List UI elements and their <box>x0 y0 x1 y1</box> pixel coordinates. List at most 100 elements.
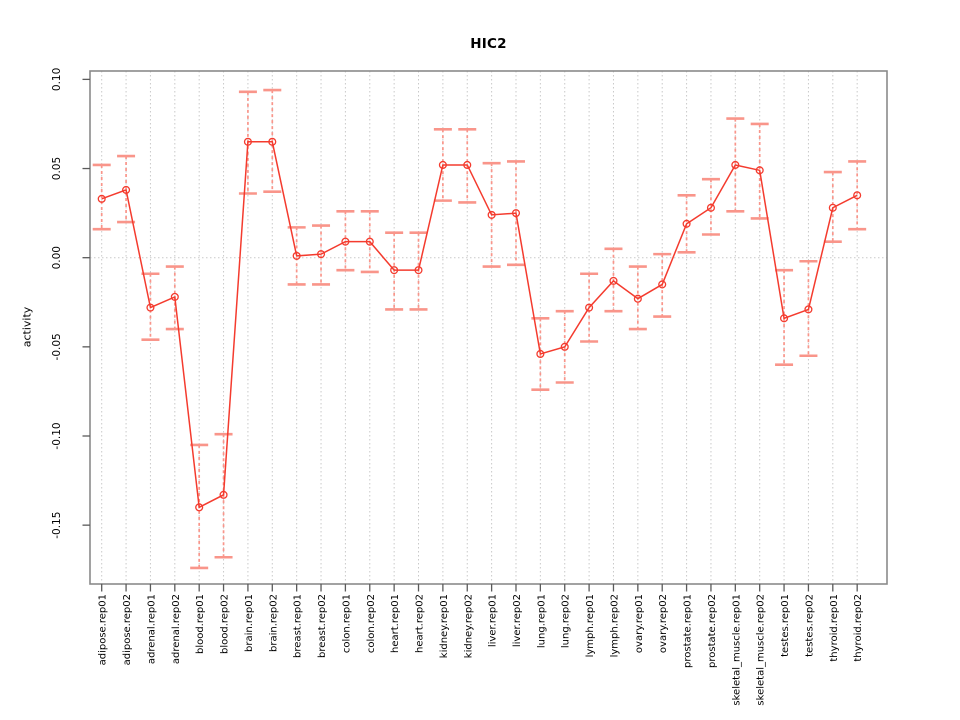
data-point <box>853 191 862 200</box>
data-point <box>780 314 789 323</box>
data-point <box>292 251 301 260</box>
x-tick-label: testes.rep02 <box>804 594 815 657</box>
data-point <box>341 237 350 246</box>
data-point <box>585 303 594 312</box>
data-point <box>609 276 618 285</box>
data-point <box>731 160 740 170</box>
gridlines <box>90 71 887 584</box>
y-axis: 0.10 0.05 0.00 -0.05 -0.10 -0.15 <box>51 68 90 539</box>
data-point <box>390 266 399 275</box>
data-point <box>706 203 715 212</box>
data-point <box>414 266 423 275</box>
x-tick-label: brain.rep01 <box>244 594 255 652</box>
error-bar <box>263 88 282 194</box>
error-bar <box>385 231 404 311</box>
x-tick-label: ovary.rep01 <box>634 594 645 653</box>
data-point <box>316 250 326 259</box>
y-tick-label: 0.00 <box>51 246 63 269</box>
x-tick-label: adrenal.rep01 <box>146 594 157 664</box>
x-tick-label: liver.rep01 <box>488 594 499 647</box>
error-bar <box>750 122 769 220</box>
data-point <box>243 137 252 146</box>
x-tick-label: blood.rep02 <box>220 594 231 654</box>
data-point <box>755 166 764 175</box>
y-tick-label: -0.15 <box>51 512 63 539</box>
data-point <box>536 349 545 359</box>
error-bar <box>433 128 452 202</box>
x-tick-label: skeletal_muscle.rep01 <box>731 594 742 706</box>
series-line <box>101 141 858 509</box>
x-tick-label: blood.rep01 <box>195 594 206 654</box>
error-bar <box>117 154 136 224</box>
chart-title: HIC2 <box>470 36 507 52</box>
plot-border <box>89 70 888 585</box>
data-point <box>463 160 472 170</box>
x-tick-label: prostate.rep02 <box>707 594 718 668</box>
x-tick-label: adipose.rep01 <box>98 594 109 665</box>
data-points <box>97 137 862 512</box>
data-point <box>146 303 155 312</box>
data-point <box>804 305 813 314</box>
x-tick-label: adipose.rep02 <box>122 594 133 665</box>
error-bar <box>409 231 428 311</box>
y-tick-label: 0.05 <box>51 157 63 180</box>
error-bar <box>506 160 525 267</box>
y-tick-label: -0.10 <box>51 422 63 449</box>
x-tick-label: brain.rep02 <box>268 594 279 652</box>
x-axis: adipose.rep01 adipose.rep02 adrenal.rep01 a… <box>98 584 864 706</box>
x-tick-label: thyroid.rep01 <box>829 594 840 662</box>
x-tick-label: colon.rep02 <box>366 594 377 653</box>
data-point <box>195 503 204 512</box>
error-bar <box>92 163 111 231</box>
data-point <box>511 209 521 218</box>
x-tick-label: breast.rep02 <box>317 594 328 658</box>
data-point <box>122 185 131 194</box>
data-point <box>560 342 569 351</box>
error-bar <box>312 224 331 286</box>
x-tick-label: testes.rep01 <box>780 594 791 657</box>
data-point <box>658 280 667 289</box>
data-point <box>365 237 374 246</box>
error-bar <box>848 160 867 231</box>
data-point <box>487 210 496 219</box>
error-bar <box>701 177 720 236</box>
error-bar <box>677 193 696 254</box>
data-point <box>438 160 447 170</box>
data-point <box>682 219 691 228</box>
error-bar <box>653 252 672 318</box>
x-tick-label: lung.rep01 <box>536 594 547 648</box>
y-tick-label: 0.10 <box>51 68 63 91</box>
x-tick-label: kidney.rep02 <box>463 594 474 658</box>
x-tick-label: ovary.rep02 <box>658 594 669 653</box>
x-tick-label: prostate.rep01 <box>683 594 694 668</box>
x-tick-label: kidney.rep01 <box>439 594 450 658</box>
x-tick-label: breast.rep01 <box>293 594 304 658</box>
error-bar <box>482 161 501 268</box>
x-tick-label: colon.rep01 <box>341 594 352 653</box>
data-point <box>97 194 106 203</box>
error-bar <box>555 309 574 384</box>
x-tick-label: lung.rep02 <box>561 594 572 648</box>
error-bar <box>726 117 745 213</box>
error-bar <box>580 272 599 343</box>
error-bars <box>92 88 867 570</box>
x-tick-label: lymph.rep01 <box>585 594 596 657</box>
error-bar <box>214 432 233 559</box>
data-point <box>828 203 837 212</box>
data-point <box>170 292 179 301</box>
x-tick-label: heart.rep02 <box>415 594 426 653</box>
x-tick-label: thyroid.rep02 <box>853 594 864 662</box>
error-bar <box>336 210 355 272</box>
x-tick-label: heart.rep01 <box>390 594 401 653</box>
x-tick-label: liver.rep02 <box>512 594 523 647</box>
error-bar <box>775 268 794 366</box>
error-bar <box>799 259 818 358</box>
data-point <box>268 137 277 146</box>
data-point <box>219 490 228 499</box>
data-point <box>633 294 642 303</box>
y-tick-label: -0.05 <box>51 333 63 360</box>
error-bar <box>823 170 842 243</box>
x-tick-label: skeletal_muscle.rep02 <box>756 594 767 706</box>
